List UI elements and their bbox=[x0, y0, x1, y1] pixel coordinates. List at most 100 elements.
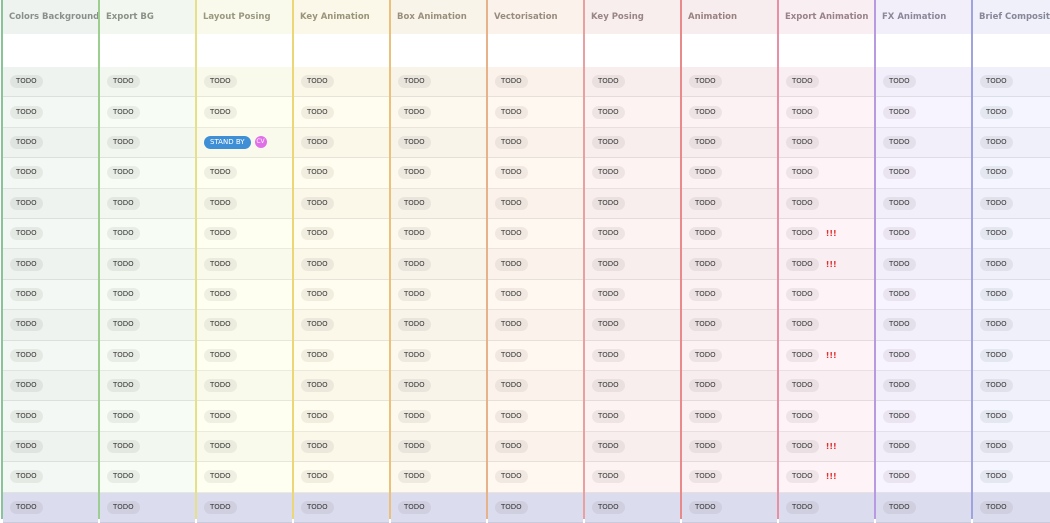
status-badge[interactable]: TODO bbox=[786, 166, 819, 180]
task-cell[interactable]: TODO bbox=[682, 219, 777, 250]
task-cell[interactable]: TODO bbox=[488, 97, 583, 128]
status-badge[interactable]: TODO bbox=[883, 379, 916, 393]
task-cell[interactable]: TODO bbox=[3, 219, 98, 250]
status-badge[interactable]: TODO bbox=[107, 196, 140, 210]
task-cell[interactable]: TODO bbox=[391, 97, 486, 128]
status-badge[interactable]: TODO bbox=[301, 470, 334, 484]
task-cell[interactable]: TODO bbox=[3, 279, 98, 311]
task-cell[interactable]: TODO bbox=[391, 401, 486, 432]
column-header[interactable]: Key Posing bbox=[585, 0, 680, 34]
status-badge[interactable]: TODO bbox=[107, 318, 140, 332]
task-cell[interactable]: TODO bbox=[779, 492, 874, 523]
task-cell[interactable]: TODO bbox=[488, 67, 583, 98]
status-badge[interactable]: TODO bbox=[107, 439, 140, 453]
column-header[interactable]: Key Animation bbox=[294, 0, 389, 34]
task-cell[interactable]: TODO!!! bbox=[779, 249, 874, 280]
task-cell[interactable]: TODO bbox=[294, 462, 389, 493]
status-badge[interactable]: TODO bbox=[980, 379, 1013, 393]
column-header[interactable]: Box Animation bbox=[391, 0, 486, 34]
status-badge[interactable]: TODO bbox=[398, 105, 431, 119]
task-cell[interactable]: TODO bbox=[197, 401, 292, 432]
task-cell[interactable]: TODO!!! bbox=[779, 340, 874, 371]
status-badge[interactable]: TODO bbox=[495, 166, 528, 180]
status-badge[interactable]: TODO bbox=[10, 409, 43, 423]
status-badge[interactable]: TODO bbox=[883, 227, 916, 241]
status-badge[interactable]: TODO bbox=[786, 409, 819, 423]
status-badge[interactable]: TODO bbox=[204, 287, 237, 301]
status-badge[interactable]: TODO bbox=[592, 166, 625, 180]
status-badge[interactable]: TODO bbox=[980, 470, 1013, 484]
task-cell[interactable]: TODO bbox=[585, 492, 680, 523]
status-badge[interactable]: TODO bbox=[301, 196, 334, 210]
status-badge[interactable]: TODO bbox=[495, 409, 528, 423]
task-cell[interactable]: TODO bbox=[973, 219, 1050, 250]
task-cell[interactable]: TODO bbox=[682, 158, 777, 189]
status-badge[interactable]: TODO bbox=[786, 287, 819, 301]
status-badge[interactable]: TODO bbox=[883, 470, 916, 484]
column-header[interactable]: Vectorisation bbox=[488, 0, 583, 34]
task-cell[interactable]: TODO bbox=[779, 127, 874, 159]
task-cell[interactable]: TODO bbox=[100, 219, 195, 250]
status-badge[interactable]: TODO bbox=[980, 196, 1013, 210]
task-cell[interactable]: TODO bbox=[682, 97, 777, 128]
status-badge[interactable]: TODO bbox=[301, 379, 334, 393]
task-cell[interactable]: TODO bbox=[197, 279, 292, 311]
status-badge[interactable]: TODO bbox=[689, 196, 722, 210]
status-badge[interactable]: TODO bbox=[398, 318, 431, 332]
task-cell[interactable]: TODO bbox=[3, 371, 98, 402]
task-cell[interactable]: TODO bbox=[876, 97, 971, 128]
status-badge[interactable]: TODO bbox=[10, 318, 43, 332]
status-badge[interactable]: TODO bbox=[786, 135, 819, 149]
status-badge[interactable]: TODO bbox=[786, 196, 819, 210]
task-cell[interactable]: TODO bbox=[100, 127, 195, 159]
task-cell[interactable]: TODO bbox=[876, 67, 971, 98]
status-badge[interactable]: TODO bbox=[883, 348, 916, 362]
task-cell[interactable]: TODO bbox=[973, 431, 1050, 463]
status-badge[interactable]: TODO bbox=[107, 500, 140, 514]
status-badge[interactable]: TODO bbox=[592, 318, 625, 332]
task-cell[interactable]: TODO bbox=[3, 462, 98, 493]
task-cell[interactable]: TODO bbox=[876, 340, 971, 371]
status-badge[interactable]: TODO bbox=[980, 166, 1013, 180]
task-cell[interactable]: TODO bbox=[3, 310, 98, 341]
status-badge[interactable]: TODO bbox=[786, 227, 819, 241]
task-cell[interactable]: TODO bbox=[682, 401, 777, 432]
status-badge[interactable]: TODO bbox=[204, 196, 237, 210]
status-badge[interactable]: TODO bbox=[592, 500, 625, 514]
status-badge[interactable]: TODO bbox=[10, 196, 43, 210]
task-cell[interactable]: TODO bbox=[391, 462, 486, 493]
status-badge[interactable]: TODO bbox=[980, 318, 1013, 332]
task-cell[interactable]: TODO bbox=[294, 371, 389, 402]
task-cell[interactable]: TODO bbox=[294, 340, 389, 371]
status-badge[interactable]: TODO bbox=[980, 227, 1013, 241]
status-badge[interactable]: TODO bbox=[398, 166, 431, 180]
task-cell[interactable]: TODO bbox=[973, 158, 1050, 189]
avatar[interactable]: CV bbox=[254, 136, 267, 149]
task-cell[interactable]: TODO bbox=[876, 371, 971, 402]
status-badge[interactable]: TODO bbox=[301, 75, 334, 89]
task-cell[interactable]: TODO bbox=[391, 219, 486, 250]
column-header[interactable]: Export BG bbox=[100, 0, 195, 34]
status-badge[interactable]: TODO bbox=[786, 379, 819, 393]
status-badge[interactable]: TODO bbox=[689, 409, 722, 423]
status-badge[interactable]: TODO bbox=[204, 75, 237, 89]
task-cell[interactable]: TODO bbox=[100, 249, 195, 280]
task-cell[interactable]: TODO bbox=[973, 127, 1050, 159]
task-cell[interactable]: TODO bbox=[197, 492, 292, 523]
column-header[interactable]: FX Animation bbox=[876, 0, 971, 34]
status-badge[interactable]: TODO bbox=[204, 379, 237, 393]
task-cell[interactable]: TODO bbox=[3, 249, 98, 280]
status-badge[interactable]: TODO bbox=[107, 105, 140, 119]
task-cell[interactable]: TODO bbox=[488, 431, 583, 463]
status-badge[interactable]: TODO bbox=[883, 318, 916, 332]
task-cell[interactable]: TODO bbox=[585, 279, 680, 311]
status-badge[interactable]: TODO bbox=[107, 166, 140, 180]
status-badge[interactable]: TODO bbox=[398, 348, 431, 362]
status-badge[interactable]: TODO bbox=[883, 257, 916, 271]
status-badge[interactable]: TODO bbox=[689, 318, 722, 332]
task-cell[interactable]: TODO bbox=[294, 310, 389, 341]
status-badge[interactable]: TODO bbox=[10, 75, 43, 89]
task-cell[interactable]: TODO bbox=[294, 219, 389, 250]
status-badge[interactable]: TODO bbox=[689, 439, 722, 453]
status-badge[interactable]: TODO bbox=[495, 105, 528, 119]
